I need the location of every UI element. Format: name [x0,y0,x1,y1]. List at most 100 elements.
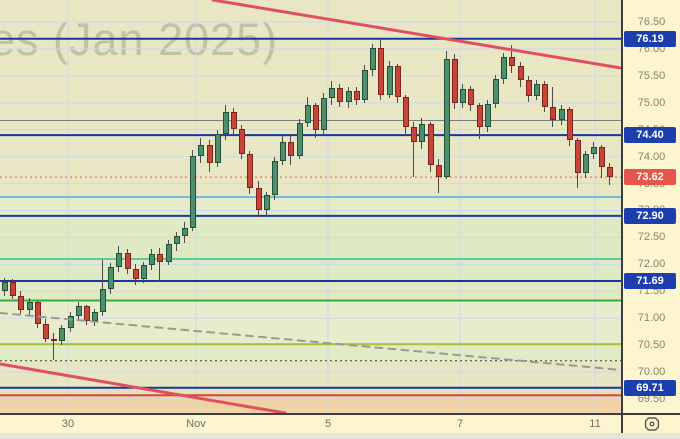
candle-body [395,66,401,98]
candle-body [436,164,442,178]
chart-area[interactable]: es (Jan 2025) [0,0,621,413]
candle-body [419,124,425,142]
candle-body [157,253,163,262]
candle-body [460,89,466,103]
candle-body [198,144,204,156]
candle-body [125,252,131,269]
candle-body [411,127,417,142]
trendlines[interactable] [0,0,621,413]
candle-body [2,281,8,292]
price-scale-settings-icon[interactable] [643,415,661,433]
candle-body [68,315,74,328]
candle-body [428,124,434,165]
candle-wick [552,86,553,128]
price-axis-label: 75.50 [637,69,666,82]
candle-body [534,83,540,97]
candle-body [362,70,368,101]
candle-body [501,57,507,79]
candle-body [305,105,311,124]
background-zone [0,0,621,198]
candle-body [607,167,613,178]
candle-body [518,66,524,81]
price-level-badge: 74.40 [624,127,676,144]
candle-body [493,78,499,104]
background-zone [0,387,621,396]
candle-body [264,195,270,211]
candle-wick [53,333,54,361]
time-axis[interactable]: 30 Nov 5 7 11 [0,415,621,433]
candle-body [337,87,343,102]
price-axis-label: 69.50 [637,392,666,405]
candle-body [84,306,90,321]
candle-body [288,141,294,156]
time-axis-separator [0,413,680,415]
price-axis-label: 74.00 [637,150,666,163]
last-price-badge: 73.62 [624,169,676,186]
price-axis-separator [621,0,623,433]
candle-body [43,323,49,339]
candlestick-series [2,38,613,361]
candle-body [297,123,303,156]
price-lines [0,37,621,397]
candle-body [559,109,565,120]
candle-body [207,144,213,164]
candle-body [27,302,33,311]
candle-body [223,112,229,134]
time-axis-label: 30 [61,418,75,430]
price-axis-label: 70.00 [637,366,666,379]
price-level-badge: 72.90 [624,207,676,224]
dashed-gray-trendline[interactable] [0,312,621,371]
candle-body [599,146,605,168]
candle-body [321,98,327,130]
candle-body [18,295,24,311]
candle-wick [159,248,160,283]
price-axis[interactable]: 76.5076.0075.5075.0074.5074.0073.5073.00… [623,0,680,433]
price-level-badge: 76.19 [624,30,676,47]
candle-body [452,58,458,103]
candle-body [280,141,286,161]
time-axis-label: 7 [456,418,464,430]
candle-body [116,252,122,268]
candle-body [100,288,106,312]
candle-body [583,153,589,173]
candle-body [51,338,57,341]
candle-body [92,311,98,321]
price-level-badge: 71.69 [624,273,676,290]
candle-body [567,109,573,141]
candle-body [10,281,16,296]
price-axis-label: 76.50 [637,16,666,28]
candle-body [354,90,360,101]
candle-body [313,105,319,130]
candle-body [215,134,221,164]
candle-body [182,227,188,237]
window-bottom-strip [0,435,680,439]
time-axis-label: 11 [589,418,601,430]
descending-trendline-lower[interactable] [0,362,287,413]
candle-body [444,58,450,178]
axis-corner [623,415,680,433]
price-axis-label: 71.00 [637,312,666,325]
candle-body [141,265,147,280]
candle-body [35,302,41,324]
candle-body [329,87,335,99]
candle-body [550,107,556,121]
descending-trendline-upper[interactable] [211,0,621,70]
candle-wick [102,260,103,316]
candle-body [378,47,384,95]
candle-body [59,327,65,341]
candle-body [76,306,82,316]
candle-body [149,253,155,266]
candle-wick [413,121,414,178]
candle-body [526,80,532,97]
candle-body [108,267,114,289]
candle-body [239,128,245,154]
candle-body [591,146,597,154]
candle-body [272,160,278,196]
candle-body [174,236,180,244]
candle-body [509,57,515,67]
candle-body [133,268,139,280]
price-level-badge: 69.71 [624,379,676,396]
candle-body [256,187,262,211]
candle-body [477,105,483,127]
